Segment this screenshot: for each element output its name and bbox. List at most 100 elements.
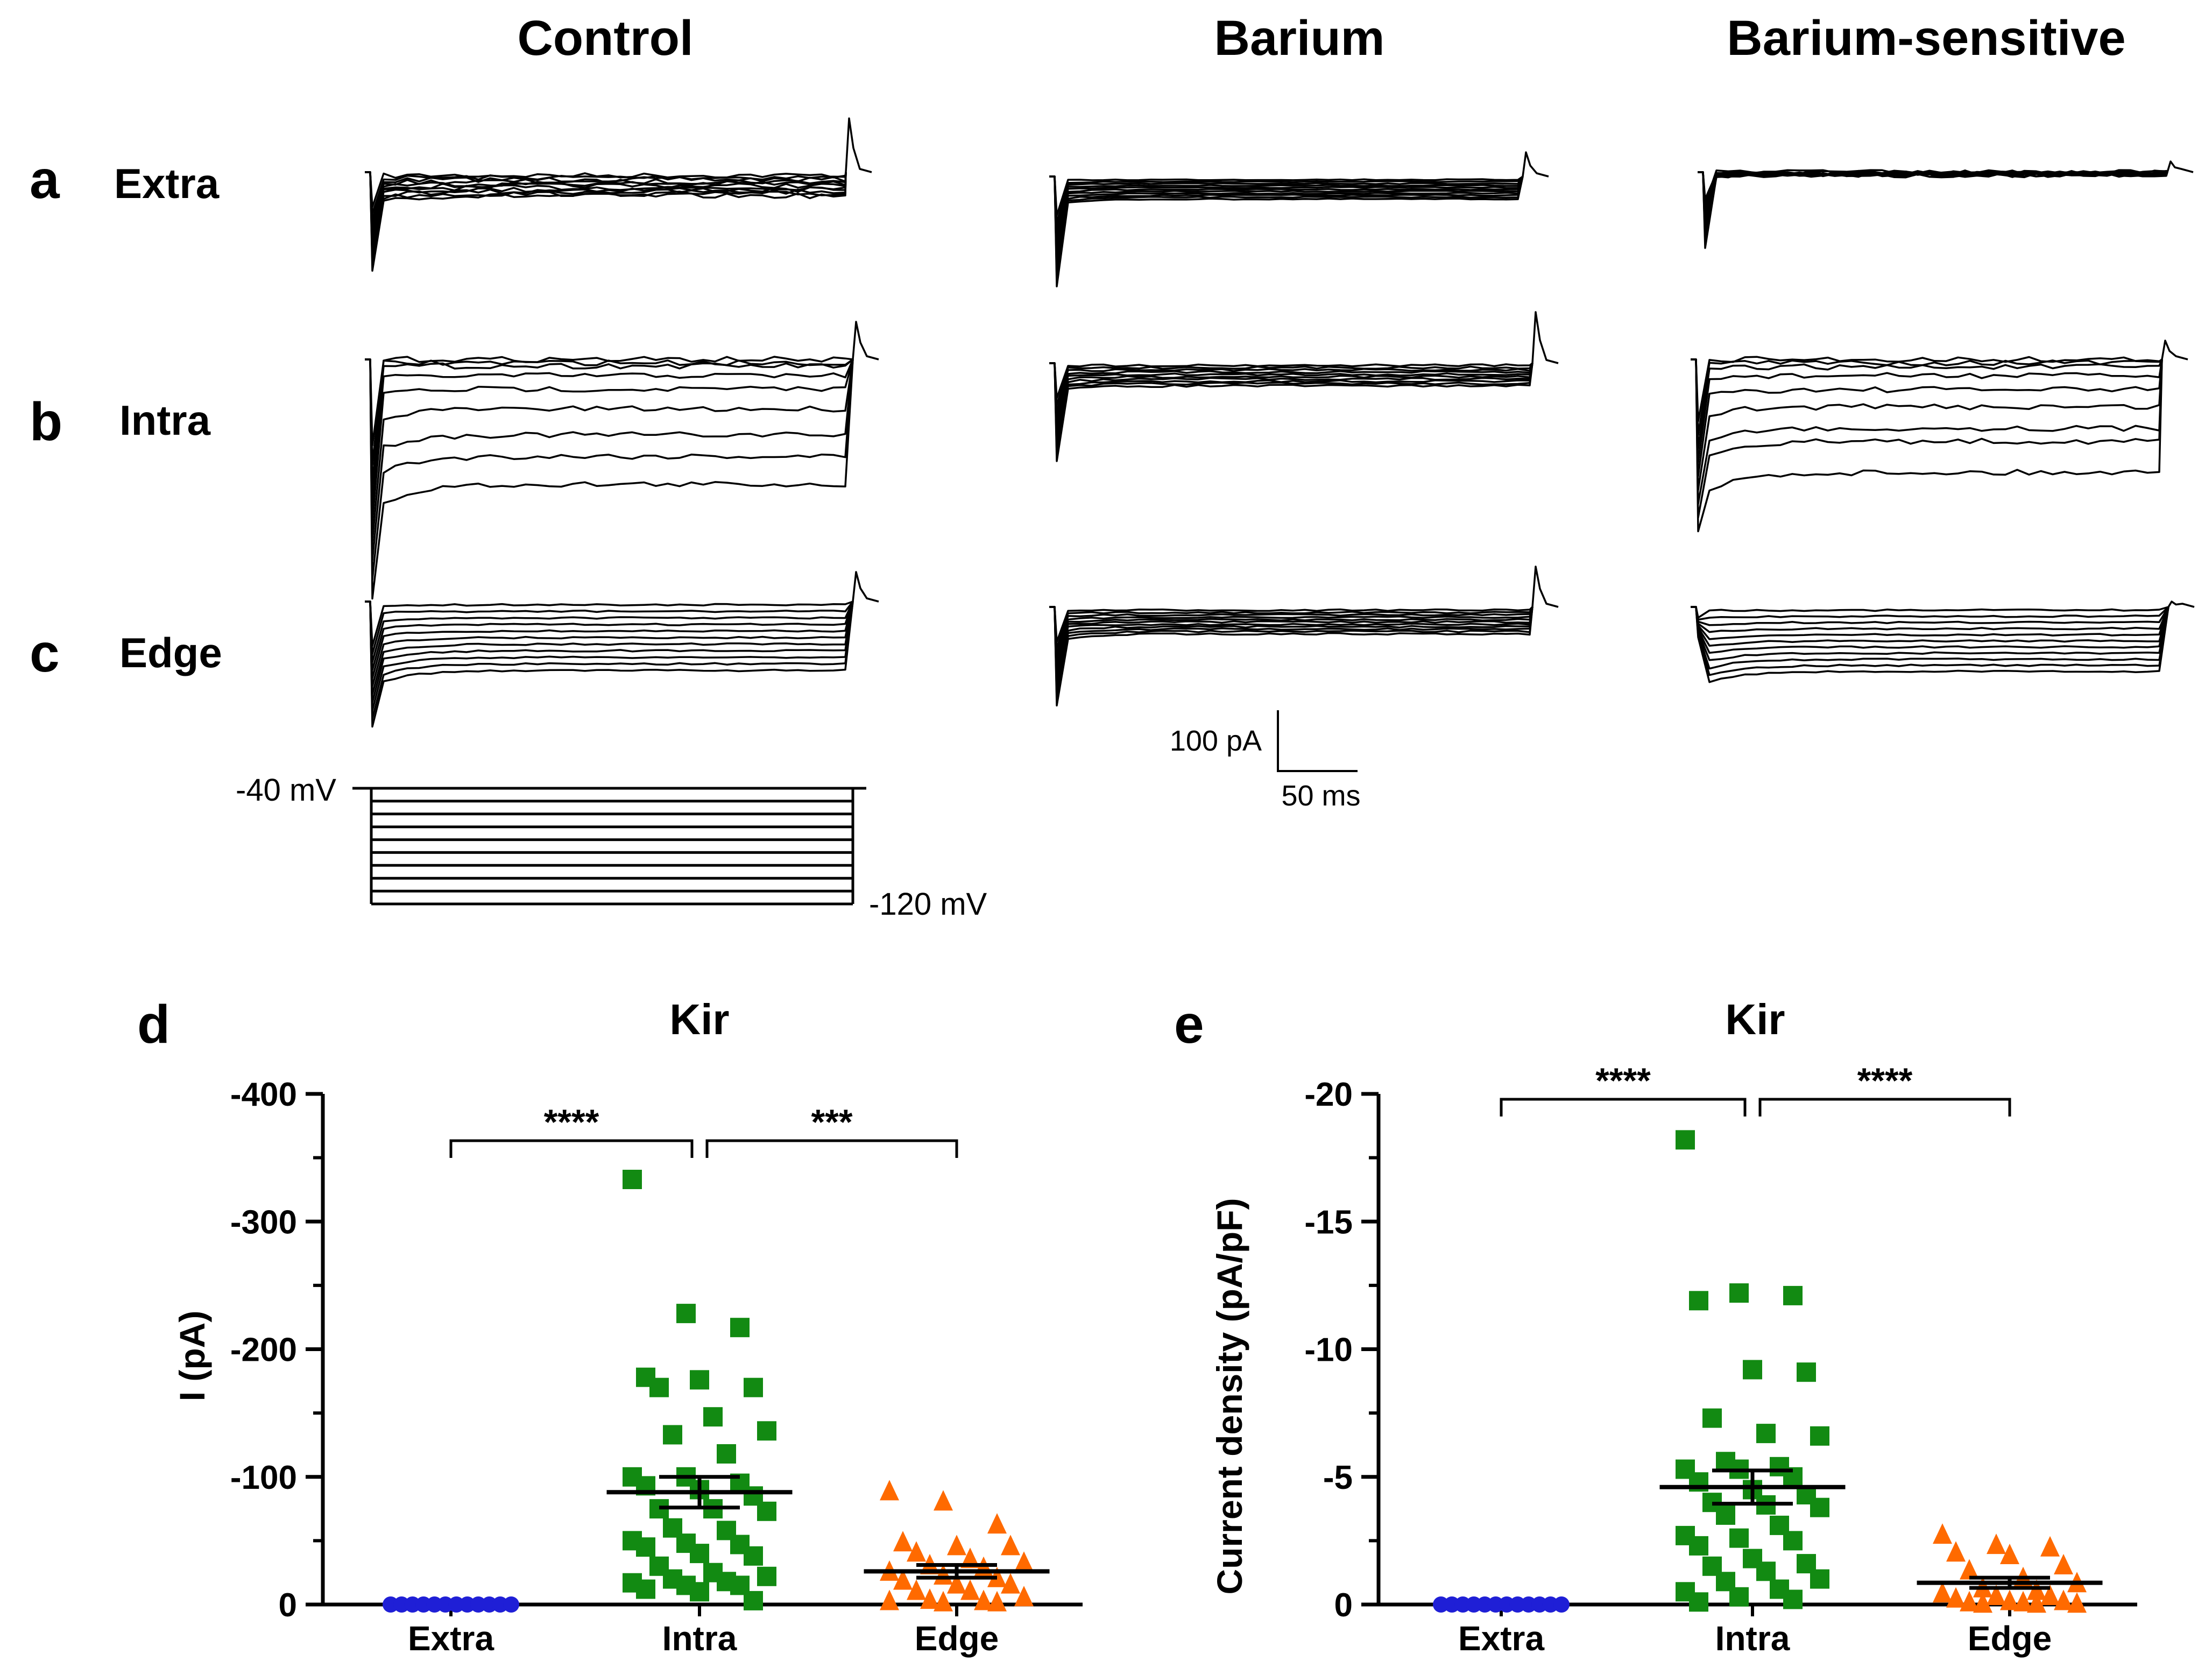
current-trace [1049, 362, 1533, 399]
current-trace [1691, 606, 2169, 683]
significance-bracket [1500, 1098, 1747, 1116]
data-point-edge [880, 1480, 899, 1501]
current-trace [1049, 362, 1533, 420]
tail-current [852, 571, 879, 603]
data-point-intra [744, 1546, 763, 1566]
scale-bar-time-label: 50 ms [1281, 780, 1360, 812]
protocol-bottom-label: -120 mV [869, 887, 987, 922]
tail-current [852, 321, 879, 361]
data-point-intra [744, 1377, 763, 1397]
current-trace [365, 358, 854, 466]
current-trace [1049, 606, 1533, 656]
current-trace [1049, 362, 1533, 441]
x-tick-label: Edge [915, 1619, 999, 1658]
tail-current [2161, 340, 2188, 361]
data-point-edge [2013, 1591, 2033, 1612]
current-trace [1049, 606, 1533, 669]
chart-panel-e: e Kir Current density (pA/pF) -20 -15 -10 -… [1174, 994, 2137, 1658]
data-point-edge [974, 1589, 993, 1610]
column-title-control: Control [517, 11, 693, 66]
data-point-intra [1689, 1291, 1708, 1311]
scale-bar: 100 pA 50 ms [1170, 710, 1361, 812]
data-point-edge [2000, 1544, 2019, 1564]
significance-label: **** [544, 1102, 599, 1142]
data-point-intra [1783, 1531, 1803, 1551]
chart-panel-d: d Kir I (pA) -400 -300 -200 -100 0 Extra Intra… [137, 994, 1083, 1658]
data-point-edge [934, 1591, 953, 1612]
data-point-edge [2067, 1592, 2087, 1613]
data-point-intra [690, 1544, 709, 1564]
data-point-intra [1756, 1424, 1776, 1444]
current-trace [365, 171, 847, 253]
trace-c-barium [1049, 566, 1559, 706]
data-point-intra [703, 1407, 723, 1427]
current-trace [1698, 171, 2168, 244]
data-point-edge [1946, 1541, 1966, 1562]
tail-current [2167, 600, 2195, 608]
significance-label: **** [1857, 1061, 1913, 1100]
current-trace [1691, 358, 2163, 519]
current-trace [1691, 358, 2163, 450]
current-trace [365, 358, 854, 542]
panel-letter-e: e [1174, 994, 1204, 1055]
current-trace [1698, 171, 2168, 235]
current-trace [1049, 362, 1533, 413]
data-point-intra [1689, 1536, 1708, 1556]
data-point-edge [2040, 1536, 2060, 1557]
y-tick-label: -15 [1304, 1204, 1353, 1241]
trace-b-control [365, 321, 879, 600]
current-trace [1049, 175, 1524, 280]
y-axis-label: Current density (pA/pF) [1210, 1198, 1249, 1595]
y-tick-label: -5 [1323, 1459, 1353, 1496]
y-tick-label: -10 [1304, 1332, 1353, 1369]
current-trace [1691, 606, 2169, 661]
y-tick-label: -300 [230, 1204, 297, 1241]
current-trace [1698, 171, 2168, 239]
current-trace [365, 600, 854, 680]
current-trace [1691, 606, 2169, 670]
y-tick-label: 0 [279, 1587, 297, 1624]
current-trace [365, 600, 854, 720]
current-trace [1691, 606, 2169, 621]
current-trace [1049, 606, 1533, 643]
current-trace [1049, 175, 1524, 217]
current-trace [365, 358, 854, 600]
data-marks: **** *** [383, 1102, 1050, 1613]
data-point-edge [947, 1573, 966, 1594]
current-trace [365, 358, 854, 562]
current-trace [1049, 362, 1533, 448]
data-point-intra [1716, 1505, 1735, 1525]
data-point-intra [690, 1370, 709, 1390]
data-point-intra [636, 1579, 655, 1599]
voltage-step-lines [352, 787, 866, 906]
data-point-intra [1783, 1589, 1803, 1609]
data-point-intra [1810, 1426, 1829, 1446]
current-trace [1049, 606, 1533, 694]
data-point-edge [2054, 1554, 2073, 1574]
current-trace [1049, 175, 1524, 273]
current-trace [1698, 171, 2168, 225]
data-point-intra [676, 1304, 696, 1324]
current-trace [365, 600, 854, 663]
current-trace [1049, 606, 1533, 681]
current-trace [1691, 606, 2169, 626]
data-point-intra [1702, 1408, 1722, 1428]
x-tick-label: Extra [1458, 1619, 1545, 1658]
y-tick-label: 0 [1334, 1587, 1353, 1624]
current-trace [1691, 606, 2169, 676]
panel-letter-d: d [137, 994, 170, 1055]
trace-c-control [365, 571, 879, 728]
data-point-intra [757, 1566, 776, 1586]
data-point-intra [730, 1318, 750, 1338]
row-letter-c: c [30, 623, 60, 683]
current-trace [1049, 362, 1533, 406]
data-point-edge [880, 1589, 899, 1610]
significance-bracket [449, 1139, 694, 1158]
data-point-intra [1797, 1362, 1816, 1382]
data-point-intra [1810, 1569, 1829, 1589]
current-trace [1049, 606, 1533, 706]
current-trace [1049, 606, 1533, 701]
data-point-edge [2040, 1585, 2060, 1605]
current-trace [1691, 606, 2169, 633]
current-trace [365, 171, 847, 266]
